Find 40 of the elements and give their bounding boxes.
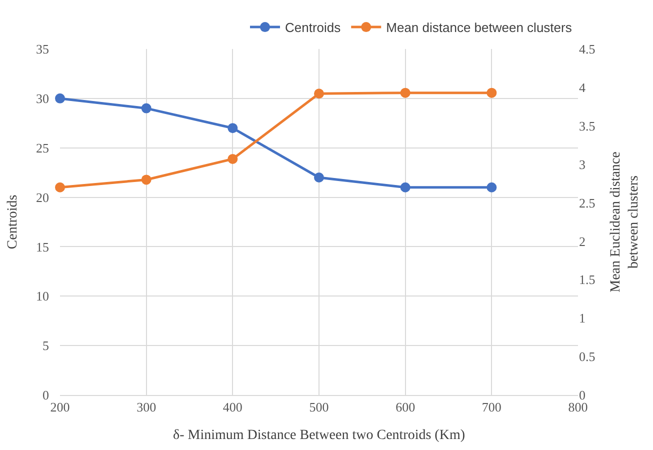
point [55,93,65,104]
point [314,172,324,183]
y-tick-label: 10 [36,288,49,304]
y2-tick-label: 2 [579,234,586,249]
point [400,88,410,98]
point [400,182,410,192]
y2-tick-label: 0.5 [579,349,596,364]
point [141,103,152,114]
point [228,123,238,134]
x-axis-title: δ- Minimum Distance Between two Centroids (Km) [173,428,466,443]
y-tick-label: 20 [36,190,49,205]
x-tick-label: 700 [482,400,502,415]
y-tick-label: 35 [36,42,49,57]
legend-label: Centroids [285,20,342,36]
point [314,88,324,99]
y-tick-label: 0 [42,388,49,403]
y2-tick-label: 4 [579,80,586,95]
y-tick-label: 15 [36,239,49,254]
y-tick-label: 5 [42,338,49,354]
x-tick-label: 600 [396,400,416,415]
y2-tick-label: 3.5 [579,118,596,134]
y-tick-label: 30 [36,90,49,106]
point [55,182,65,192]
y2-tick-label: 1.5 [579,272,596,288]
x-tick-label: 300 [136,400,156,415]
x-tick-label: 500 [309,400,329,415]
x-tick-label: 400 [222,400,242,415]
point [486,182,497,192]
y-tick-label: 25 [36,140,49,156]
y-axis-title: Centroids [6,194,21,250]
point [228,154,238,164]
y2-tick-label: 2.5 [579,195,596,210]
point [141,174,152,185]
point [486,88,497,98]
legend-label: Mean distance between clusters [386,20,572,36]
y2-tick-label: 4.5 [579,42,596,57]
x-tick-label: 200 [50,400,70,415]
y2-axis-title: Mean Euclidean distance between clusters [608,152,642,292]
y2-tick-label: 1 [579,310,586,326]
y2-tick-label: 3 [579,156,586,172]
